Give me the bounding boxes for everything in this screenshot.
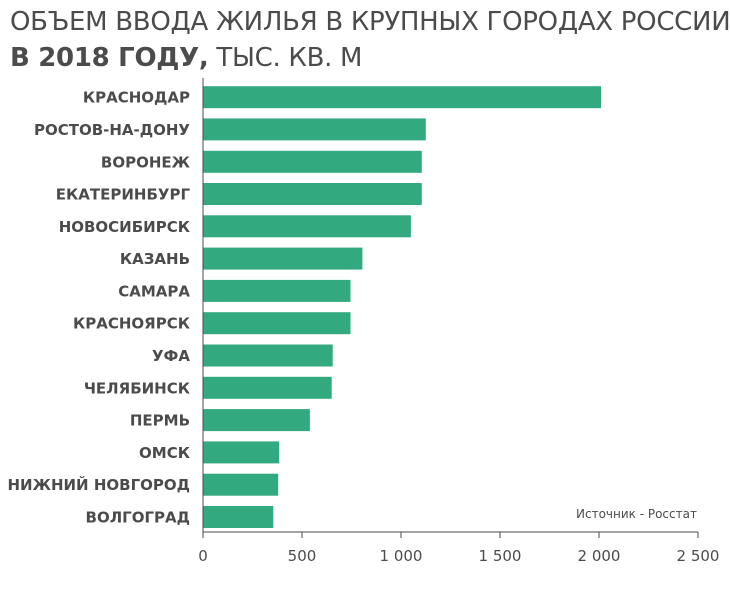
- x-tick-label-2: 500: [288, 547, 317, 565]
- bar-8: [203, 312, 351, 335]
- bar-1: [203, 86, 601, 109]
- x-tick-label-3: 1 000: [380, 547, 423, 565]
- category-label-1: КРАСНОДАР: [83, 89, 190, 107]
- category-label-11: ПЕРМЬ: [130, 412, 190, 430]
- category-label-2: РОСТОВ-НА-ДОНУ: [34, 121, 190, 139]
- bar-4: [203, 183, 422, 205]
- source-note: Источник - Росстат: [576, 507, 697, 521]
- category-label-9: УФА: [152, 347, 190, 365]
- x-tick-label-6: 2 500: [677, 547, 720, 565]
- category-label-12: ОМСК: [139, 444, 191, 462]
- bar-11: [203, 409, 310, 432]
- category-label-5: НОВОСИБИРСК: [59, 218, 191, 236]
- category-label-14: ВОЛГОГРАД: [86, 509, 190, 527]
- bar-9: [203, 344, 333, 367]
- bar-7: [203, 279, 351, 302]
- title-unit: ТЫС. КВ. М: [208, 43, 363, 73]
- category-label-3: ВОРОНЕЖ: [101, 153, 191, 171]
- category-label-7: САМАРА: [118, 282, 190, 300]
- category-label-10: ЧЕЛЯБИНСК: [84, 379, 191, 397]
- bar-6: [203, 247, 363, 270]
- category-label-8: КРАСНОЯРСК: [73, 315, 191, 333]
- title-year: В 2018 ГОДУ,: [10, 43, 209, 73]
- bar-5: [203, 215, 411, 238]
- bar-2: [203, 118, 426, 141]
- chart-title: ОБЪЕМ ВВОДА ЖИЛЬЯ В КРУПНЫХ ГОРОДАХ РОСС…: [10, 4, 730, 76]
- x-tick-label-4: 1 500: [479, 547, 522, 565]
- bar-13: [203, 473, 279, 496]
- title-line-1: ОБЪЕМ ВВОДА ЖИЛЬЯ В КРУПНЫХ ГОРОДАХ РОСС…: [10, 7, 730, 37]
- title-line-2: В 2018 ГОДУ, ТЫС. КВ. М: [10, 40, 722, 76]
- x-tick-label-5: 2 000: [578, 547, 621, 565]
- x-tick-label-1: 0: [198, 547, 208, 565]
- category-label-6: КАЗАНЬ: [120, 250, 190, 268]
- bar-14: [203, 506, 274, 528]
- category-label-13: НИЖНИЙ НОВГОРОД: [7, 475, 190, 494]
- category-label-4: ЕКАТЕРИНБУРГ: [56, 186, 191, 204]
- bar-12: [203, 441, 280, 464]
- bar-10: [203, 376, 332, 399]
- bar-3: [203, 150, 422, 173]
